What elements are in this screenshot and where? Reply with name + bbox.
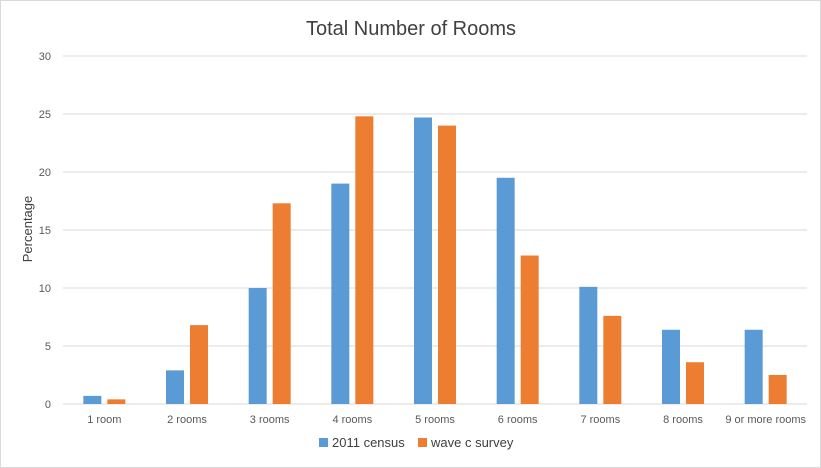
x-tick-label: 1 room <box>87 414 121 426</box>
bar-survey <box>686 362 704 404</box>
y-axis-title: Percentage <box>20 196 35 263</box>
bar-census <box>248 288 267 404</box>
x-tick-label: 7 rooms <box>580 414 620 426</box>
bars <box>83 116 787 404</box>
x-axis-ticks: 1 room 2 rooms 3 rooms 4 rooms 5 rooms 6 room… <box>87 414 806 426</box>
bar-survey <box>768 375 787 404</box>
bar-census <box>662 329 680 404</box>
bar-survey <box>355 116 374 404</box>
bar-survey <box>520 255 539 404</box>
bar-census <box>331 183 350 404</box>
legend-label: 2011 census <box>332 435 405 450</box>
legend-swatch <box>418 438 427 447</box>
bar-census <box>83 395 102 404</box>
y-tick-label: 20 <box>39 167 51 179</box>
x-tick-label: 8 rooms <box>663 414 703 426</box>
y-tick-label: 25 <box>39 109 51 121</box>
y-tick-label: 0 <box>45 399 51 411</box>
legend: 2011 census wave c survey <box>319 435 514 450</box>
chart-title: Total Number of Rooms <box>306 18 516 40</box>
bar-census <box>414 117 432 404</box>
bar-survey <box>190 325 208 404</box>
y-axis-ticks: 0 5 10 15 20 25 30 <box>39 51 51 411</box>
bar-census <box>744 329 763 404</box>
x-tick-label: 3 rooms <box>250 414 290 426</box>
bar-census <box>579 286 598 404</box>
y-tick-label: 15 <box>39 225 51 237</box>
bar-survey <box>603 315 622 404</box>
x-tick-label: 5 rooms <box>415 414 455 426</box>
legend-swatch <box>319 438 328 447</box>
bar-survey <box>438 125 456 404</box>
bar-survey <box>107 399 126 404</box>
legend-label: wave c survey <box>430 435 514 450</box>
gridlines <box>63 55 807 405</box>
bar-census <box>496 177 515 404</box>
y-tick-label: 5 <box>45 341 51 353</box>
y-tick-label: 10 <box>39 283 51 295</box>
x-tick-label: 4 rooms <box>332 414 372 426</box>
x-tick-label: 2 rooms <box>167 414 207 426</box>
y-tick-label: 30 <box>39 51 51 63</box>
x-tick-label: 9 or more rooms <box>725 414 806 426</box>
x-tick-label: 6 rooms <box>498 414 538 426</box>
bar-survey <box>272 203 291 404</box>
bar-census <box>166 370 184 404</box>
